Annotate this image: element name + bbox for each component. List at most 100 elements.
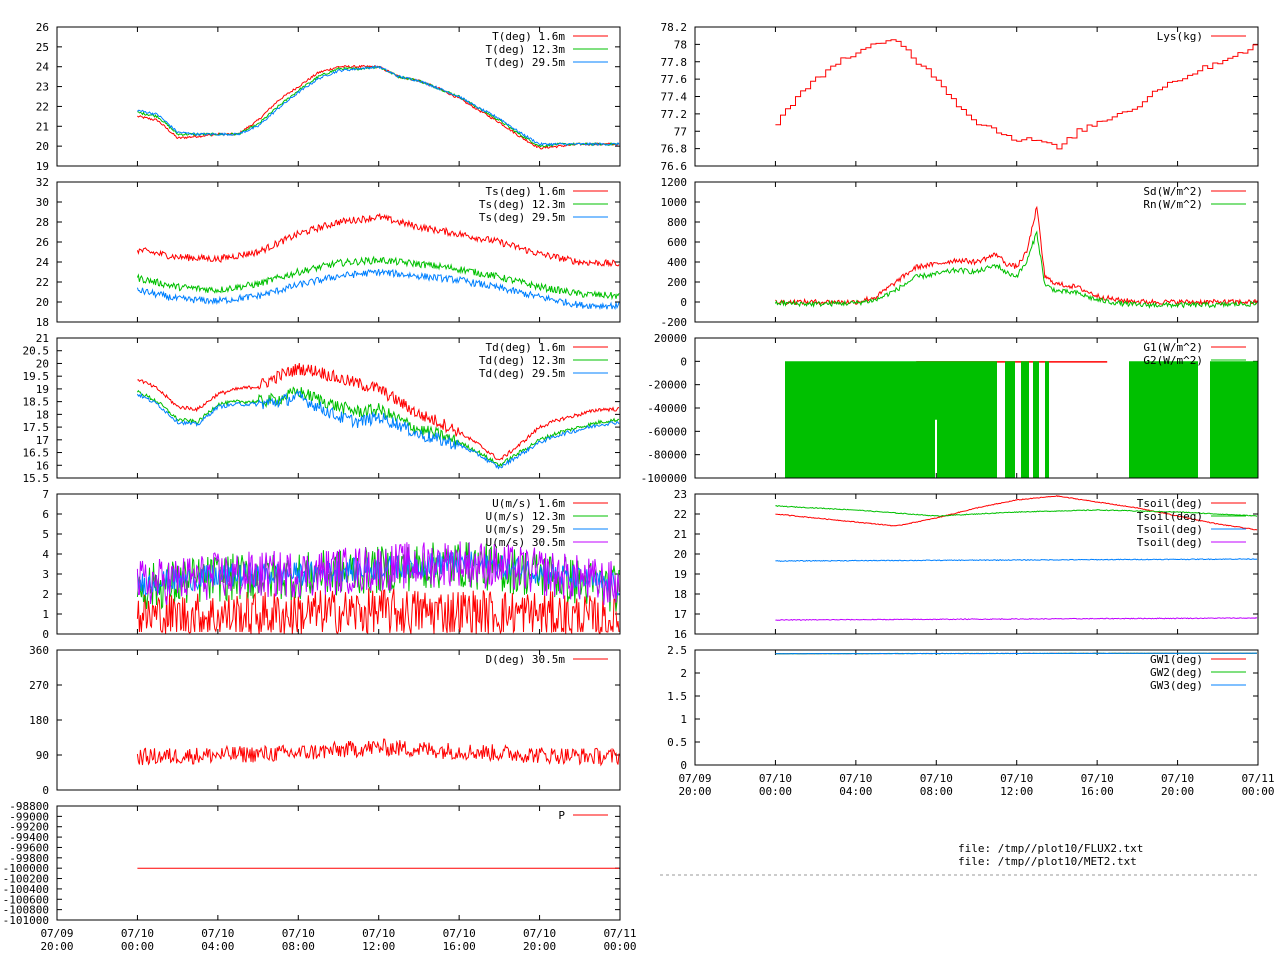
- series-line: [136, 386, 619, 467]
- legend-label: T(deg) 29.5m: [486, 56, 566, 69]
- legend-label: Tsoil(deg): [1137, 497, 1203, 510]
- series-line: [774, 230, 1257, 310]
- panel-tsoil: 1617181920212223Tsoil(deg)Tsoil(deg)Tsoi…: [674, 488, 1259, 641]
- y-tick-label: 25: [36, 41, 49, 54]
- plot-area: [136, 212, 620, 311]
- x-tick-label: 07/11: [603, 927, 636, 940]
- plot-area: [775, 39, 1258, 150]
- y-tick-label: -98800: [9, 800, 49, 813]
- series-line: [775, 494, 1258, 531]
- x-tick-label: 07/10: [121, 927, 154, 940]
- y-tick-label: 1000: [661, 196, 688, 209]
- plot-frame: [56, 181, 621, 323]
- y-tick-label: 17: [674, 608, 687, 621]
- legend-label: Rn(W/m^2): [1143, 198, 1203, 211]
- legend-label: D(deg) 30.5m: [486, 653, 566, 666]
- x-tick-label: 07/10: [1081, 772, 1114, 785]
- y-tick-label: 77.4: [661, 91, 688, 104]
- plot-frame: [694, 493, 1259, 635]
- legend-label: Sd(W/m^2): [1143, 185, 1203, 198]
- y-tick-label: 17: [36, 434, 49, 447]
- y-tick-label: 15.5: [23, 472, 50, 485]
- x-tick-label: 07/11: [1241, 772, 1274, 785]
- y-tick-label: 77.2: [661, 108, 688, 121]
- legend-label: Lys(kg): [1157, 30, 1203, 43]
- legend-label: Td(deg) 12.3m: [479, 354, 565, 367]
- y-tick-label: -100600: [3, 893, 49, 906]
- y-tick-label: 4: [42, 548, 49, 561]
- x-tick-label: 12:00: [362, 940, 395, 953]
- series-line: [775, 616, 1258, 621]
- y-tick-label: 22: [36, 276, 49, 289]
- y-tick-label: 32: [36, 176, 49, 189]
- y-tick-label: 20: [674, 548, 687, 561]
- y-tick-label: -40000: [647, 402, 687, 415]
- y-tick-label: 7: [42, 488, 49, 501]
- series-line: [136, 588, 620, 634]
- plot-frame: [694, 26, 1259, 167]
- plot-frame: [56, 337, 621, 479]
- series-line: [775, 505, 1258, 517]
- series-line: [136, 550, 620, 597]
- y-tick-label: 90: [36, 749, 49, 762]
- y-tick-label: 26: [36, 21, 49, 34]
- y-tick-label: 22: [36, 100, 49, 113]
- series-line: [136, 255, 620, 301]
- panel-t: 19 20 21 22 23 24 25 26 T(deg) 1.6mT(deg) 12.3mT…: [36, 21, 621, 173]
- y-tick-label: -99600: [9, 841, 49, 854]
- y-tick-label: -99400: [9, 831, 49, 844]
- series-line: [136, 389, 620, 470]
- x-tick-label: 07/10: [523, 927, 556, 940]
- y-tick-label: 180: [29, 714, 49, 727]
- y-tick-label: 0: [42, 784, 49, 797]
- y-tick-label: 2.5: [667, 644, 687, 657]
- plot-frame: [56, 649, 621, 791]
- series-line: [785, 361, 1258, 478]
- y-tick-label: 600: [667, 236, 687, 249]
- legend-label: Td(deg) 1.6m: [486, 341, 566, 354]
- file-note-met: file: /tmp//plot10/MET2.txt: [958, 855, 1137, 868]
- y-tick-label: 19.5: [23, 370, 50, 383]
- y-tick-label: 0: [42, 628, 49, 641]
- x-tick-label: 07/10: [362, 927, 395, 940]
- y-tick-label: 21: [36, 120, 49, 133]
- y-tick-label: 19: [36, 160, 49, 173]
- legend-label: Td(deg) 29.5m: [479, 367, 565, 380]
- y-tick-label: 77.6: [661, 73, 688, 86]
- x-tick-label: 07/10: [920, 772, 953, 785]
- x-tick-label: 08:00: [920, 785, 953, 798]
- y-tick-label: 24: [36, 256, 50, 269]
- panel-d: 0 90 180 270 360 D(deg) 30.5m: [29, 644, 621, 797]
- x-tick-label: 07/10: [839, 772, 872, 785]
- y-tick-label: 5: [42, 528, 49, 541]
- y-tick-label: 26: [36, 236, 49, 249]
- x-tick-label: 07/10: [759, 772, 792, 785]
- x-tick-label: 04:00: [839, 785, 872, 798]
- y-tick-label: -99800: [9, 852, 49, 865]
- plot-area: [775, 652, 1258, 655]
- x-tick-label: 07/09: [678, 772, 711, 785]
- y-tick-label: -100200: [3, 873, 49, 886]
- y-tick-label: 22: [674, 508, 687, 521]
- x-tick-label: 07/10: [282, 927, 315, 940]
- y-tick-label: 1.5: [667, 690, 687, 703]
- x-tick-label: 00:00: [121, 940, 154, 953]
- y-tick-label: 20000: [654, 332, 687, 345]
- plot-frame: [56, 805, 621, 921]
- y-tick-label: -80000: [647, 449, 687, 462]
- y-tick-label: 400: [667, 256, 687, 269]
- legend-label: G1(W/m^2): [1143, 341, 1203, 354]
- x-tick-label: 07/10: [443, 927, 476, 940]
- y-tick-label: 78: [674, 38, 687, 51]
- y-tick-label: 20.5: [23, 345, 50, 358]
- legend-label: GW2(deg): [1150, 666, 1203, 679]
- plot-area: [136, 738, 620, 767]
- y-tick-label: 360: [29, 644, 49, 657]
- y-tick-label: 16.5: [23, 447, 50, 460]
- series-line: [137, 64, 620, 150]
- y-tick-label: -100000: [641, 472, 687, 485]
- legend-label: T(deg) 1.6m: [492, 30, 565, 43]
- y-tick-label: 1200: [661, 176, 688, 189]
- y-tick-label: 16: [674, 628, 687, 641]
